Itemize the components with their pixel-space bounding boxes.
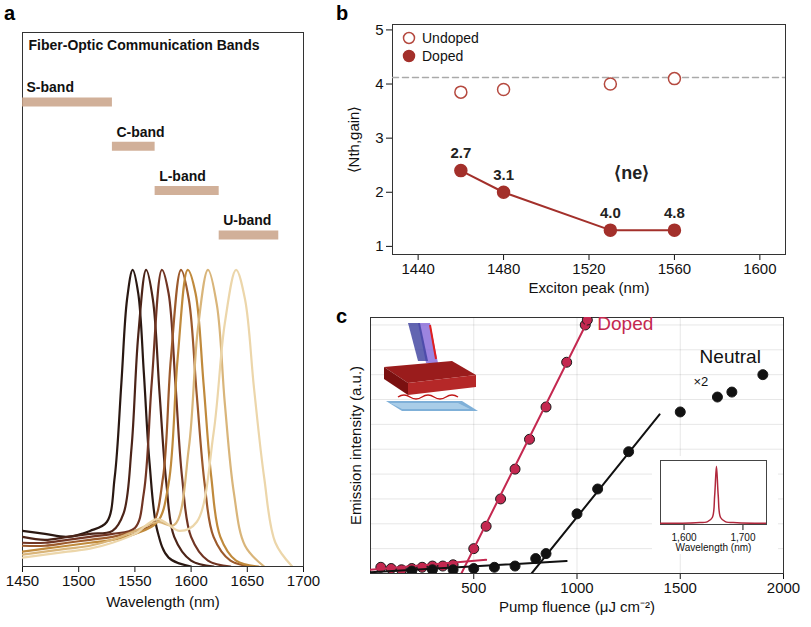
svg-text:S-band: S-band <box>27 79 74 95</box>
svg-text:500: 500 <box>461 579 486 596</box>
svg-text:1700: 1700 <box>287 572 320 589</box>
svg-text:1500: 1500 <box>62 572 95 589</box>
svg-text:1650: 1650 <box>231 572 264 589</box>
svg-text:1480: 1480 <box>487 260 520 277</box>
svg-text:Neutral: Neutral <box>700 346 761 367</box>
svg-text:1600: 1600 <box>174 572 207 589</box>
svg-text:Doped: Doped <box>597 313 653 334</box>
svg-text:Wavelength (nm): Wavelength (nm) <box>106 593 220 610</box>
html-text:Undoped: Undoped <box>422 30 479 46</box>
svg-text:⟨Nth,gain⟩: ⟨Nth,gain⟩ <box>345 106 362 174</box>
svg-text:4.8: 4.8 <box>664 204 685 221</box>
svg-text:1000: 1000 <box>560 579 593 596</box>
svg-text:1520: 1520 <box>572 260 605 277</box>
svg-text:4: 4 <box>375 75 383 92</box>
html-text:Doped: Doped <box>422 48 464 64</box>
svg-text:L-band: L-band <box>159 168 206 184</box>
svg-text:4.0: 4.0 <box>600 204 621 221</box>
svg-text:1450: 1450 <box>6 572 39 589</box>
svg-text:Exciton peak (nm): Exciton peak (nm) <box>529 279 650 296</box>
svg-text:5: 5 <box>375 21 383 38</box>
svg-text:1440: 1440 <box>401 260 434 277</box>
svg-text:1600: 1600 <box>743 260 776 277</box>
svg-text:2000: 2000 <box>767 579 800 596</box>
svg-text:1,700: 1,700 <box>730 531 756 543</box>
svg-text:2.7: 2.7 <box>450 144 471 161</box>
svg-text:Wavelength (nm): Wavelength (nm) <box>676 542 752 553</box>
html-text:b: b <box>336 2 349 24</box>
svg-text:1560: 1560 <box>658 260 691 277</box>
svg-text:Emission intensity (a.u.): Emission intensity (a.u.) <box>347 366 364 525</box>
svg-text:C-band: C-band <box>116 124 164 140</box>
svg-text:1: 1 <box>375 237 383 254</box>
svg-text:Fiber-Optic Communication Band: Fiber-Optic Communication Bands <box>29 37 260 53</box>
svg-text:1550: 1550 <box>118 572 151 589</box>
svg-text:U-band: U-band <box>223 212 271 228</box>
svg-text:1,600: 1,600 <box>671 531 697 543</box>
html-text:a: a <box>4 2 16 24</box>
svg-text:⟨ne⟩: ⟨ne⟩ <box>614 163 649 183</box>
svg-text:1500: 1500 <box>664 579 697 596</box>
html-text:c: c <box>336 305 348 327</box>
svg-text:Pump fluence (μJ cm⁻²): Pump fluence (μJ cm⁻²) <box>499 598 655 615</box>
svg-text:×2: ×2 <box>693 374 708 389</box>
svg-text:3: 3 <box>375 129 383 146</box>
svg-text:3.1: 3.1 <box>493 166 514 183</box>
svg-text:2: 2 <box>375 183 383 200</box>
